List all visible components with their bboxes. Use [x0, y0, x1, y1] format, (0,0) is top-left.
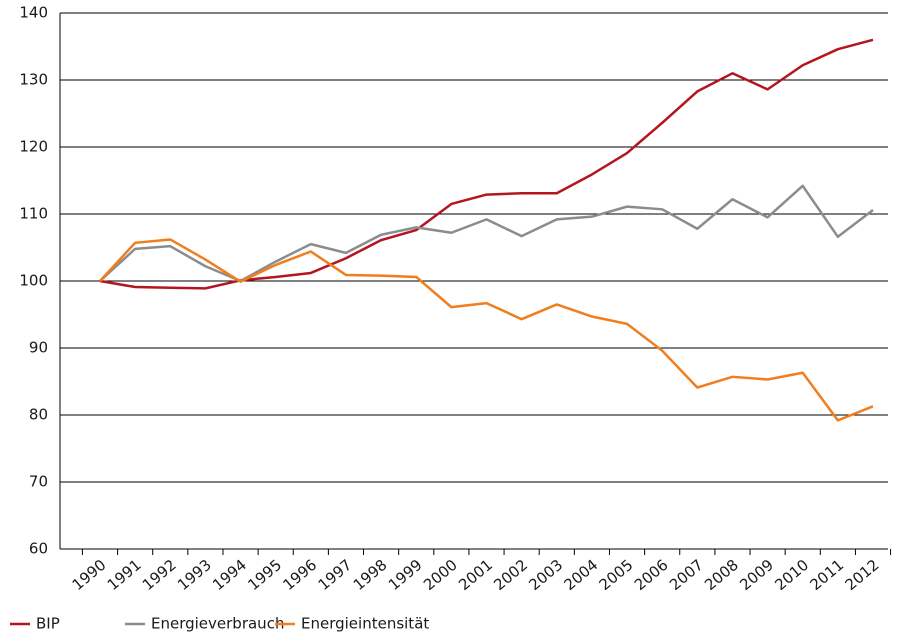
x-tick-label: 1995 — [244, 556, 285, 594]
x-tick-label: 1997 — [315, 556, 356, 594]
x-tick-label: 1993 — [174, 556, 215, 594]
y-tick-label: 100 — [19, 272, 48, 290]
x-tick-label: 1999 — [385, 556, 426, 594]
x-tick-label: 2007 — [666, 556, 707, 594]
series-line — [99, 238, 874, 422]
y-tick-label: 120 — [19, 138, 48, 156]
series-line — [99, 38, 874, 290]
x-tick-label: 2012 — [842, 556, 883, 594]
series-line — [99, 184, 874, 283]
x-tick-label: 1991 — [104, 556, 145, 594]
x-tick-label: 2008 — [701, 556, 742, 594]
x-tick-label: 1994 — [209, 556, 250, 594]
x-tick-label: 2000 — [420, 556, 461, 594]
x-tick-label: 1996 — [279, 556, 320, 594]
legend-label: BIP — [36, 615, 60, 633]
legend-label: Energieverbrauch — [151, 615, 284, 633]
x-tick-label: 2009 — [736, 556, 777, 594]
x-tick-label: 2010 — [771, 556, 812, 594]
legend-label: Energieintensität — [301, 615, 429, 633]
y-tick-label: 130 — [19, 71, 48, 89]
y-tick-label: 70 — [29, 473, 48, 491]
x-tick-label: 2004 — [561, 556, 602, 594]
x-tick-label: 2002 — [490, 556, 531, 594]
x-tick-label: 2005 — [596, 556, 637, 594]
y-tick-label: 140 — [19, 4, 48, 22]
y-tick-label: 60 — [29, 540, 48, 558]
y-tick-label: 90 — [29, 339, 48, 357]
x-tick-label: 2003 — [525, 556, 566, 594]
x-tick-label: 1992 — [139, 556, 180, 594]
x-tick-label: 1990 — [69, 556, 110, 594]
x-tick-label: 2006 — [631, 556, 672, 594]
x-tick-label: 2011 — [807, 556, 848, 594]
x-tick-label: 1998 — [350, 556, 391, 594]
y-tick-label: 110 — [19, 205, 48, 223]
x-tick-label: 2001 — [455, 556, 496, 594]
y-tick-label: 80 — [29, 406, 48, 424]
